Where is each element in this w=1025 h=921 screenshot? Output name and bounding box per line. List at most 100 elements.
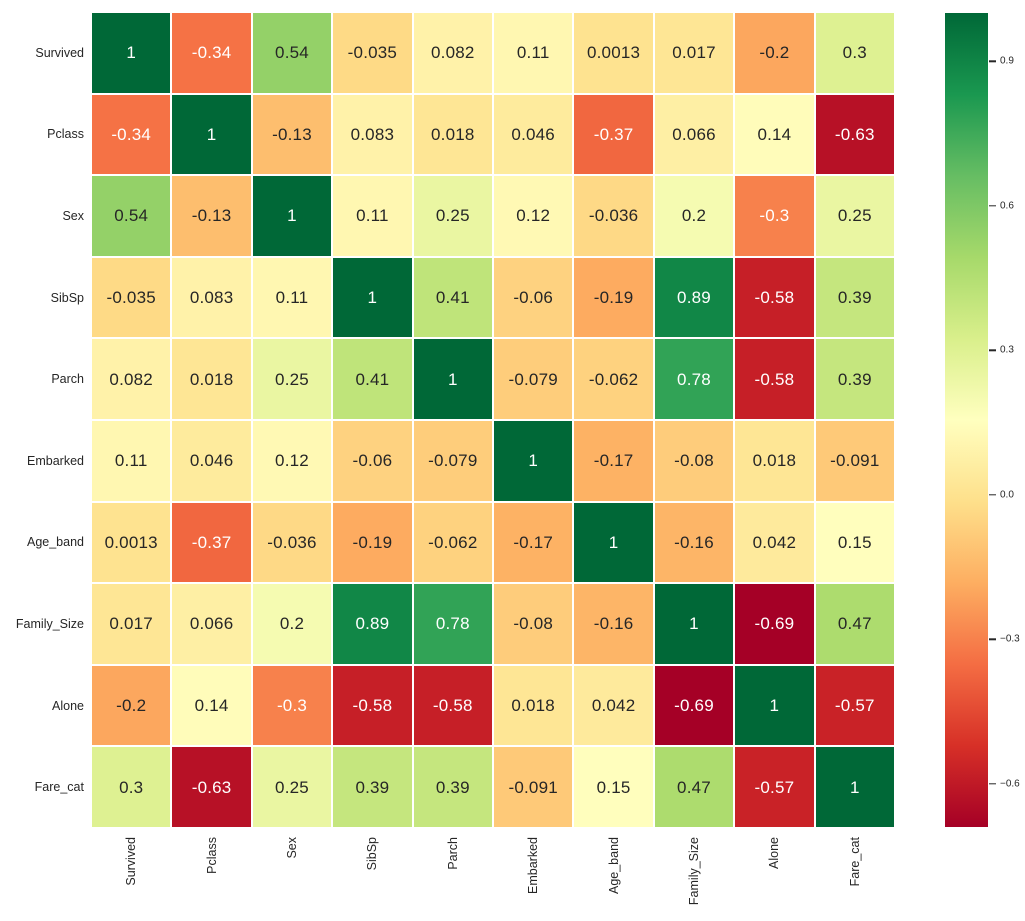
heatmap-cell: 0.25 xyxy=(815,176,894,256)
heatmap-cell: 1 xyxy=(333,257,412,338)
heatmap-cell: -0.58 xyxy=(735,339,814,419)
heatmap-cell: 0.39 xyxy=(333,747,412,827)
heatmap-cell: 0.042 xyxy=(735,502,814,583)
heatmap-cell: 1 xyxy=(735,665,814,746)
heatmap-cell: -0.57 xyxy=(815,665,894,746)
y-tick-label: SibSp xyxy=(50,290,84,305)
heatmap-cell: 0.39 xyxy=(413,747,492,827)
heatmap-cell: 0.3 xyxy=(815,13,894,93)
heatmap-cell: -0.17 xyxy=(494,502,573,583)
heatmap-cell: -0.58 xyxy=(735,257,814,338)
heatmap-cell: 1 xyxy=(252,176,332,256)
heatmap-cell: -0.079 xyxy=(494,339,573,419)
heatmap-cell: 0.0013 xyxy=(574,13,653,93)
y-tick-label: Embarked xyxy=(27,453,84,468)
heatmap-cell: 0.15 xyxy=(574,747,653,827)
heatmap-cell: -0.69 xyxy=(735,584,814,664)
x-tick-label: Survived xyxy=(124,837,139,886)
y-tick-label: Family_Size xyxy=(15,617,84,631)
y-tick-label: Sex xyxy=(62,209,84,223)
heatmap-cell: 1 xyxy=(413,339,492,419)
heatmap-cell: 0.14 xyxy=(735,94,814,175)
colorbar-gradient xyxy=(945,13,988,827)
colorbar-tick-mark xyxy=(989,782,996,785)
heatmap-cell: 0.017 xyxy=(92,584,171,664)
heatmap-cell: -0.091 xyxy=(494,747,573,827)
y-tick-label: Survived xyxy=(35,45,84,60)
heatmap-cell: 0.046 xyxy=(172,421,251,501)
x-tick-label: Family_Size xyxy=(687,837,701,906)
heatmap-cell: -0.062 xyxy=(574,339,653,419)
heatmap-cell: 1 xyxy=(92,13,171,93)
colorbar-tick-label: 0.6 xyxy=(1000,200,1014,212)
colorbar-tick-label: 0.0 xyxy=(1000,489,1014,501)
heatmap-cell: 0.39 xyxy=(815,339,894,419)
heatmap-cell: 0.2 xyxy=(654,176,734,256)
heatmap-cell: 1 xyxy=(494,421,573,501)
heatmap-cell: -0.17 xyxy=(574,421,653,501)
heatmap-cell: 0.042 xyxy=(574,665,653,746)
heatmap-cell: 0.0013 xyxy=(92,502,171,583)
heatmap-cell: -0.06 xyxy=(333,421,412,501)
heatmap-cell: 0.47 xyxy=(815,584,894,664)
heatmap-cell: -0.34 xyxy=(172,13,251,93)
heatmap-cell: 0.018 xyxy=(735,421,814,501)
heatmap-cell: -0.37 xyxy=(172,502,251,583)
heatmap-cell: -0.13 xyxy=(252,94,332,175)
heatmap-cell: -0.58 xyxy=(413,665,492,746)
heatmap-cell: 0.083 xyxy=(172,257,251,338)
heatmap-cell: -0.34 xyxy=(92,94,171,175)
heatmap-cell: 0.15 xyxy=(815,502,894,583)
heatmap-cell: 0.11 xyxy=(494,13,573,93)
heatmap-cell: 0.47 xyxy=(654,747,734,827)
heatmap-cell: -0.19 xyxy=(574,257,653,338)
heatmap-cell: -0.16 xyxy=(574,584,653,664)
colorbar-tick-mark xyxy=(989,204,996,207)
heatmap-cell: -0.63 xyxy=(815,94,894,175)
heatmap-cell: 0.082 xyxy=(92,339,171,419)
x-tick-label: Parch xyxy=(445,837,460,870)
heatmap-cell: 0.11 xyxy=(92,421,171,501)
heatmap-cell: -0.035 xyxy=(333,13,412,93)
heatmap-cell: 0.25 xyxy=(252,747,332,827)
y-tick-label: Pclass xyxy=(47,127,84,142)
heatmap-cell: 0.54 xyxy=(92,176,171,256)
heatmap-cell: 0.78 xyxy=(654,339,734,419)
heatmap-cell: 0.12 xyxy=(252,421,332,501)
heatmap-cell: 0.14 xyxy=(172,665,251,746)
heatmap-cell: 1 xyxy=(815,747,894,827)
heatmap-cell: 0.25 xyxy=(252,339,332,419)
x-tick-label: Age_band xyxy=(606,837,621,895)
heatmap-cell: 0.018 xyxy=(494,665,573,746)
heatmap-cell: 1 xyxy=(654,584,734,664)
heatmap-cell: -0.3 xyxy=(252,665,332,746)
colorbar-tick-label: 0.3 xyxy=(1000,344,1014,356)
heatmap-cell: -0.06 xyxy=(494,257,573,338)
colorbar-tick-label: −0.3 xyxy=(1000,633,1020,645)
heatmap-cell: -0.036 xyxy=(252,502,332,583)
y-tick-label: Alone xyxy=(52,698,84,713)
heatmap-cell: 0.78 xyxy=(413,584,492,664)
heatmap-cell: 0.89 xyxy=(654,257,734,338)
heatmap-cell: 0.018 xyxy=(172,339,251,419)
heatmap-cell: -0.57 xyxy=(735,747,814,827)
heatmap-cell: -0.37 xyxy=(574,94,653,175)
heatmap-cell: -0.079 xyxy=(413,421,492,501)
heatmap-cell: 0.046 xyxy=(494,94,573,175)
heatmap-cell: -0.2 xyxy=(735,13,814,93)
x-tick-label: SibSp xyxy=(365,837,380,871)
heatmap-cell: -0.58 xyxy=(333,665,412,746)
colorbar-tick-mark xyxy=(989,60,996,62)
y-tick-label: Fare_cat xyxy=(34,780,84,795)
heatmap-cell: -0.16 xyxy=(654,502,734,583)
heatmap-cell: 0.3 xyxy=(92,747,171,827)
y-tick-label: Age_band xyxy=(26,535,84,550)
heatmap-cell: -0.69 xyxy=(654,665,734,746)
heatmap-cell: 0.25 xyxy=(413,176,492,256)
heatmap-cell: -0.63 xyxy=(172,747,251,827)
heatmap-cell: -0.3 xyxy=(735,176,814,256)
heatmap-cell: -0.035 xyxy=(92,257,171,338)
heatmap-cell: -0.062 xyxy=(413,502,492,583)
heatmap-cell: -0.2 xyxy=(92,665,171,746)
